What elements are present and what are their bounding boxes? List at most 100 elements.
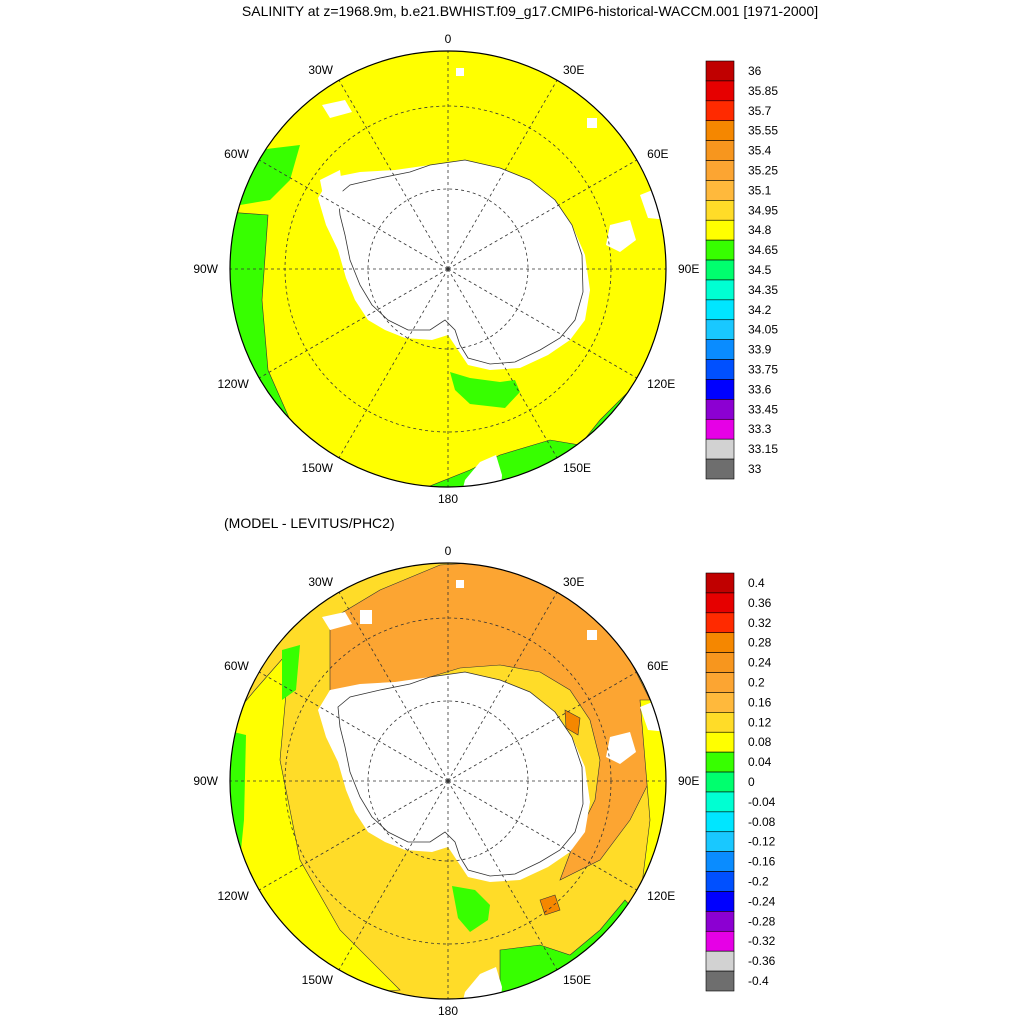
cbar2-label-5: 0.2 <box>748 675 765 689</box>
kerguelen-land <box>606 220 636 252</box>
cbar2-swatch-15 <box>705 871 735 892</box>
island-2-2 <box>587 630 597 640</box>
island-1 <box>456 68 464 76</box>
map2-meridian-7 <box>338 780 449 970</box>
cbar1-label-1: 35.85 <box>748 84 778 98</box>
field-region-0.04-c <box>452 886 490 932</box>
cbar1-label-3: 35.55 <box>748 124 778 138</box>
map1-meridian-7 <box>338 268 449 458</box>
cbar2-swatch-6 <box>705 692 735 713</box>
longitude-grid <box>230 51 666 487</box>
field-region-0.24-b <box>564 709 581 736</box>
map1-lon-label-1: 30E <box>563 63 584 77</box>
cbar2-swatch-11 <box>705 791 735 813</box>
island-2-5 <box>360 610 372 624</box>
cbar2-label-12: -0.08 <box>748 815 776 829</box>
cbar2-label-11: -0.04 <box>748 795 776 809</box>
cbar1-swatch-17 <box>705 399 735 420</box>
new-zealand-land-2 <box>460 967 502 999</box>
cbar1-label-17: 33.45 <box>748 402 778 416</box>
white-patch-1 <box>320 170 345 210</box>
cbar2-label-7: 0.12 <box>748 715 772 729</box>
cbar2-swatch-0 <box>705 572 735 594</box>
field-region-0.24-c <box>539 894 561 916</box>
island-2-4 <box>322 612 352 630</box>
cbar2-swatch-8 <box>705 731 735 753</box>
cbar2-swatch-13 <box>705 831 735 852</box>
cbar2-label-8: 0.08 <box>748 735 772 749</box>
cbar1-swatch-2 <box>705 100 735 122</box>
field-region-0.04 <box>230 730 246 900</box>
map1-meridian-5 <box>447 268 558 458</box>
cbar1-swatch-4 <box>705 140 735 161</box>
cbar2-swatch-4 <box>705 652 735 673</box>
cbar1-label-20: 33 <box>748 462 762 476</box>
cbar2-swatch-17 <box>705 911 735 932</box>
cbar2-swatch-16 <box>705 891 735 912</box>
map1-lon-label-9: 90W <box>193 262 218 276</box>
longitude-labels-2: 0 30E 60E 90E 120E 150E 180 150W 120W 90W 60W 30W <box>193 544 699 1018</box>
cbar2-label-18: -0.32 <box>748 934 776 948</box>
map-boundary <box>229 50 667 488</box>
map2-lon-label-2: 60E <box>647 659 668 673</box>
cbar1-swatch-12 <box>705 299 735 321</box>
cbar2-label-2: 0.32 <box>748 616 772 630</box>
map1-meridian-1 <box>447 80 558 270</box>
cbar1-swatch-3 <box>705 120 735 141</box>
map2-lon-label-9: 90W <box>193 774 218 788</box>
antarctica-coastline-2 <box>337 671 584 877</box>
map2-lon-label-1: 30E <box>563 575 584 589</box>
cbar2-label-3: 0.28 <box>748 636 772 650</box>
cbar2-label-0: 0.4 <box>748 576 765 590</box>
cbar1-swatch-16 <box>705 379 735 400</box>
salinity-map-panel: 0 30E 60E 90E 120E 150E 180 150W 120W 90W 60W 30W <box>193 32 699 506</box>
map1-lon-label-10: 60W <box>224 147 249 161</box>
cbar1-label-9: 34.65 <box>748 243 778 257</box>
map1-meridian-2 <box>447 159 637 270</box>
map1-lon-label-8: 120W <box>217 377 249 391</box>
map2-meridian-4 <box>447 780 637 891</box>
panel-2-subtitle: (MODEL - LEVITUS/PHC2) <box>224 515 395 531</box>
kerguelen-land-2 <box>606 732 636 764</box>
cbar1-swatch-20 <box>705 458 735 480</box>
cbar1-swatch-19 <box>705 438 735 460</box>
cbar1-swatch-1 <box>705 80 735 102</box>
cbar1-label-18: 33.3 <box>748 422 772 436</box>
cbar1-swatch-9 <box>705 239 735 261</box>
cbar1-swatch-15 <box>705 359 735 380</box>
cbar1-label-5: 35.25 <box>748 163 778 177</box>
cbar1-label-16: 33.6 <box>748 382 772 396</box>
map2-meridian-1 <box>447 592 558 782</box>
map1-meridian-8 <box>259 268 449 379</box>
map2-lon-label-7: 150W <box>302 973 334 987</box>
map1-lon-label-7: 150W <box>302 461 334 475</box>
map1-lon-label-4: 120E <box>647 377 675 391</box>
island-2-1 <box>456 580 464 588</box>
map2-lon-label-6: 180 <box>438 1004 458 1018</box>
map2-meridian-11 <box>338 592 449 782</box>
cbar1-label-6: 35.1 <box>748 183 772 197</box>
cbar1-swatch-7 <box>705 200 735 221</box>
cbar2-label-19: -0.36 <box>748 954 776 968</box>
difference-map-panel: 0 30E 60E 90E 120E 150E 180 150W 120W 90W 60W 30W <box>193 544 699 1018</box>
antarctica-coastline <box>337 159 584 365</box>
map1-lon-label-11: 30W <box>308 63 333 77</box>
cbar2-label-20: -0.4 <box>748 974 769 988</box>
cbar1-label-15: 33.75 <box>748 363 778 377</box>
cbar1-label-2: 35.7 <box>748 104 772 118</box>
cbar1-label-19: 33.15 <box>748 442 778 456</box>
map2-lon-label-3: 90E <box>678 774 699 788</box>
cbar1-label-11: 34.35 <box>748 283 778 297</box>
cbar2-label-17: -0.28 <box>748 914 776 928</box>
cbar1-label-4: 35.4 <box>748 144 772 158</box>
map2-meridian-2 <box>447 671 637 782</box>
figure-title: SALINITY at z=1968.9m, b.e21.BWHIST.f09_… <box>242 3 818 19</box>
cbar1-swatch-0 <box>705 60 735 82</box>
cbar2-swatch-10 <box>705 771 735 793</box>
cbar1-swatch-10 <box>705 259 735 281</box>
cbar2-swatch-20 <box>705 970 735 992</box>
cbar2-swatch-7 <box>705 712 735 733</box>
cbar1-swatch-8 <box>705 219 735 241</box>
cbar2-label-10: 0 <box>748 775 755 789</box>
